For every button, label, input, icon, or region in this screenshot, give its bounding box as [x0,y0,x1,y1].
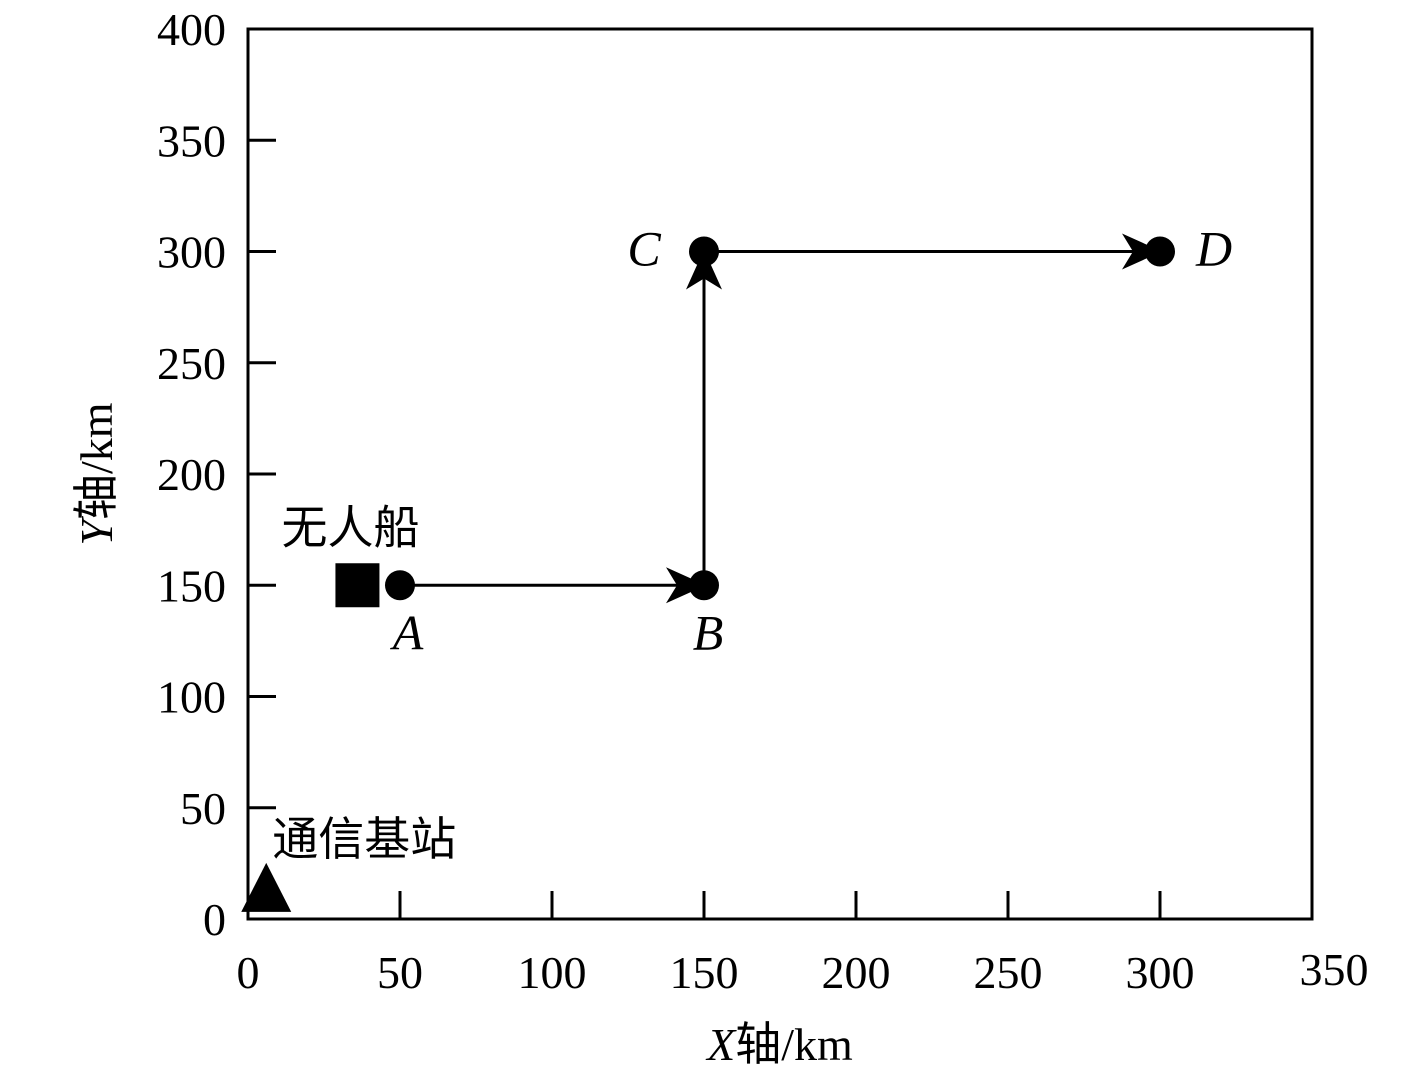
waypoint-B [689,570,719,601]
waypoint-label-C: C [627,221,661,277]
x-axis-title-var: X [705,1019,737,1070]
x-tick-label: 50 [377,947,423,998]
x-axis-title: X轴/km [705,1019,853,1070]
x-tick-label: 150 [670,947,739,998]
x-tick-label: 250 [974,947,1043,998]
x-axis-ticks: 0 50 100 150 200 250 300 350 [237,891,1369,998]
waypoint-label-D: D [1195,221,1232,277]
y-axis-title-rest: 轴/km [71,402,122,520]
y-tick-label: 250 [157,338,226,389]
plot-area-frame [246,27,1314,921]
waypoint-A [385,570,415,601]
ship-marker [335,563,380,608]
waypoint-C [689,236,719,267]
waypoint-label-B: B [693,604,724,660]
y-tick-label: 400 [157,4,226,55]
markers [241,236,1175,912]
y-tick-label: 100 [157,672,226,723]
x-tick-label: 100 [518,947,587,998]
base-station-marker [241,862,292,912]
y-tick-label: 300 [157,227,226,278]
ship-label: 无人船 [281,500,419,554]
waypoint-label-A: A [390,604,424,660]
x-tick-label: 350 [1300,944,1369,995]
x-tick-label: 300 [1126,947,1195,998]
y-axis-ticks: 0 50 100 150 200 250 300 350 400 [157,4,276,945]
y-tick-label: 150 [157,560,226,611]
base-station-label: 通信基站 [272,812,456,866]
y-tick-label: 200 [157,449,226,500]
x-tick-label: 0 [237,947,260,998]
waypoint-D [1145,236,1175,267]
y-tick-label: 350 [157,115,226,166]
y-tick-label: 0 [203,894,226,945]
x-axis-title-rest: 轴/km [735,1019,853,1070]
y-axis-title: Y轴/km [71,402,122,545]
x-tick-label: 200 [822,947,891,998]
waypoint-labels: A B C D [390,221,1232,661]
y-tick-label: 50 [180,783,226,834]
route-segments [400,233,1162,604]
y-axis-title-var: Y [71,516,122,546]
